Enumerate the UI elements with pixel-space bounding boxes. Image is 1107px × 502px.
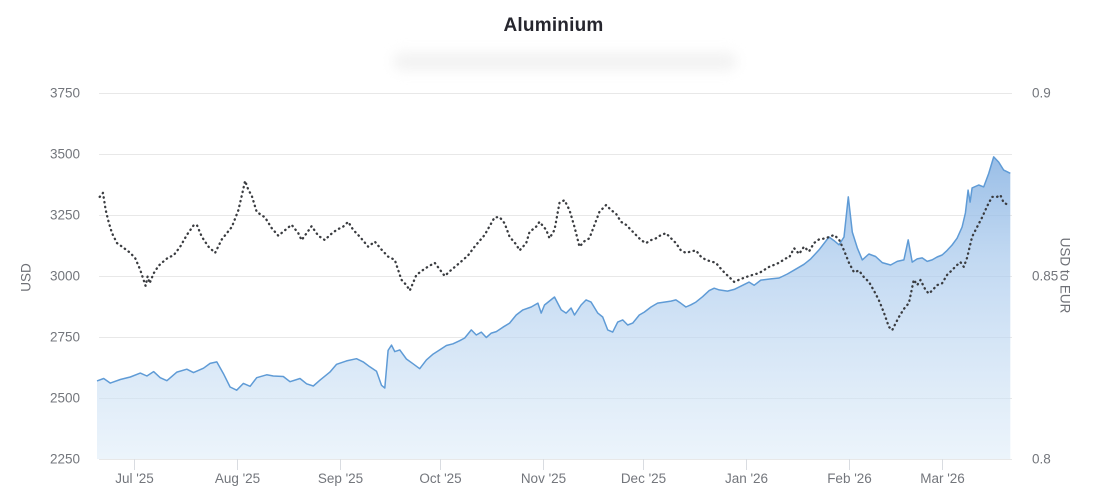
x-tick-label: Aug '25 xyxy=(215,471,260,486)
y-left-tick-label: 3500 xyxy=(50,147,80,162)
y-left-tick-label: 2750 xyxy=(50,330,80,345)
y-right-tick-label: 0.85 xyxy=(1032,269,1058,284)
y-left-tick-label: 2500 xyxy=(50,391,80,406)
x-tick-label: Feb '26 xyxy=(827,471,872,486)
chart-title: Aluminium xyxy=(503,15,604,36)
y-left-tick-label: 3000 xyxy=(50,269,80,284)
x-tick-label: Jan '26 xyxy=(725,471,768,486)
x-tick-label: Nov '25 xyxy=(521,471,566,486)
price-area-fill[interactable] xyxy=(97,156,1011,459)
price-line[interactable] xyxy=(96,156,1011,391)
y-left-tick-label: 3750 xyxy=(50,86,80,101)
x-tick-label: Sep '25 xyxy=(318,471,363,486)
x-tick-label: Mar '26 xyxy=(920,471,965,486)
y-left-tick-label: 2250 xyxy=(50,452,80,467)
y-left-tick-label: 3250 xyxy=(50,208,80,223)
x-tick-label: Jul '25 xyxy=(115,471,154,486)
fx-dotted-line[interactable] xyxy=(98,179,1010,332)
x-tick-label: Dec '25 xyxy=(621,471,666,486)
y-right-tick-label: 0.8 xyxy=(1032,452,1051,467)
y-right-tick-label: 0.9 xyxy=(1032,86,1051,101)
x-tick-label: Oct '25 xyxy=(419,471,461,486)
blurred-watermark xyxy=(393,52,737,71)
